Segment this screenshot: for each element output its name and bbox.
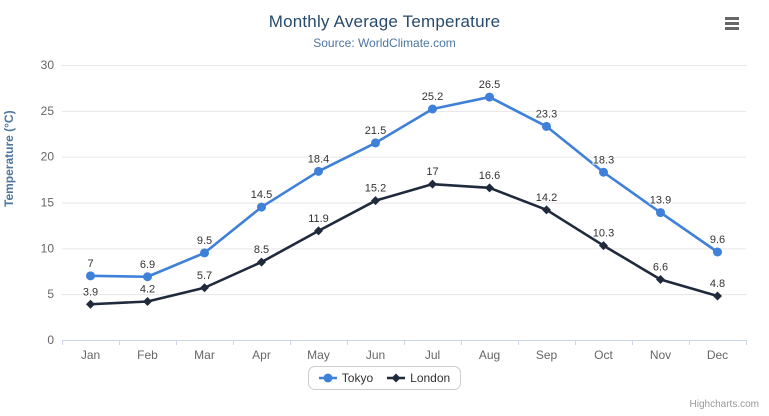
hamburger-menu-icon[interactable] bbox=[723, 13, 743, 33]
data-label: 16.6 bbox=[479, 170, 500, 182]
data-label: 6.9 bbox=[140, 259, 155, 271]
data-label: 23.3 bbox=[536, 108, 557, 120]
data-point-london[interactable] bbox=[428, 179, 437, 189]
data-label: 4.8 bbox=[710, 278, 725, 290]
data-point-tokyo[interactable] bbox=[485, 92, 494, 102]
data-label: 18.3 bbox=[593, 154, 614, 166]
x-axis-label: Oct bbox=[594, 348, 613, 362]
data-label: 11.9 bbox=[308, 213, 329, 225]
x-axis-label: Apr bbox=[252, 348, 271, 362]
data-label: 6.6 bbox=[653, 262, 668, 274]
legend-marker-diamond-icon bbox=[387, 373, 406, 383]
data-point-london[interactable] bbox=[200, 283, 209, 293]
x-axis-label: Jan bbox=[81, 348, 100, 362]
data-label: 21.5 bbox=[365, 125, 386, 137]
data-point-tokyo[interactable] bbox=[542, 121, 551, 131]
x-axis-label: May bbox=[307, 348, 330, 362]
x-axis-label: Jun bbox=[366, 348, 385, 362]
data-point-tokyo[interactable] bbox=[428, 104, 437, 114]
data-label: 18.4 bbox=[308, 153, 329, 165]
data-label: 15.2 bbox=[365, 183, 386, 195]
data-point-tokyo[interactable] bbox=[314, 166, 323, 176]
y-axis-label: 0 bbox=[47, 333, 54, 347]
legend-marker-circle-icon bbox=[318, 373, 337, 383]
data-label: 5.7 bbox=[197, 270, 212, 282]
data-point-london[interactable] bbox=[485, 183, 494, 193]
menu-bar bbox=[725, 16, 739, 20]
y-axis-label: 5 bbox=[47, 287, 54, 301]
data-point-tokyo[interactable] bbox=[656, 208, 665, 218]
series-line-tokyo[interactable] bbox=[89, 95, 719, 279]
data-point-london[interactable] bbox=[599, 241, 608, 251]
legend-box: Tokyo London bbox=[307, 366, 462, 390]
legend-label: London bbox=[410, 371, 451, 385]
data-label: 3.9 bbox=[83, 286, 98, 298]
y-axis-label: 15 bbox=[41, 196, 55, 210]
data-point-london[interactable] bbox=[314, 226, 323, 236]
legend-item-tokyo[interactable]: Tokyo bbox=[318, 371, 374, 385]
credits-link[interactable]: Highcharts.com bbox=[689, 399, 759, 410]
x-axis-label: Mar bbox=[194, 348, 215, 362]
x-axis-label: Jul bbox=[425, 348, 440, 362]
legend-item-london[interactable]: London bbox=[387, 371, 450, 385]
data-point-london[interactable] bbox=[371, 196, 380, 206]
x-axis-label: Nov bbox=[650, 348, 671, 362]
y-axis-label: 30 bbox=[41, 58, 55, 72]
data-label: 25.2 bbox=[422, 91, 443, 103]
chart-subtitle: Source: WorldClimate.com bbox=[313, 36, 456, 50]
data-label: 13.9 bbox=[650, 195, 671, 207]
data-point-tokyo[interactable] bbox=[371, 138, 380, 148]
data-point-london[interactable] bbox=[542, 205, 551, 215]
chart-title: Monthly Average Temperature bbox=[268, 12, 501, 31]
data-point-london[interactable] bbox=[713, 291, 722, 301]
y-axis-label: 20 bbox=[41, 150, 55, 164]
menu-bar bbox=[725, 26, 739, 30]
data-point-tokyo[interactable] bbox=[599, 167, 608, 177]
data-point-tokyo[interactable] bbox=[200, 248, 209, 258]
x-axis-label: Feb bbox=[137, 348, 158, 362]
data-label: 8.5 bbox=[254, 244, 269, 256]
x-axis-label: Aug bbox=[479, 348, 500, 362]
data-label: 4.2 bbox=[140, 284, 155, 296]
x-axis-label: Sep bbox=[536, 348, 558, 362]
data-label: 17 bbox=[426, 166, 438, 178]
y-axis-label: 10 bbox=[41, 241, 55, 255]
data-point-tokyo[interactable] bbox=[713, 247, 722, 257]
data-point-tokyo[interactable] bbox=[257, 202, 266, 212]
menu-bar bbox=[725, 21, 739, 25]
data-point-tokyo[interactable] bbox=[143, 272, 152, 282]
series-line-london[interactable] bbox=[89, 182, 719, 306]
data-label: 10.3 bbox=[593, 228, 614, 240]
data-point-london[interactable] bbox=[143, 297, 152, 306]
data-label: 14.5 bbox=[251, 189, 272, 201]
data-label: 7 bbox=[87, 258, 93, 270]
x-axis-label: Dec bbox=[707, 348, 728, 362]
y-axis-label: 25 bbox=[41, 104, 55, 118]
legend: Tokyo London bbox=[0, 366, 769, 390]
data-label: 26.5 bbox=[479, 79, 500, 91]
data-label: 9.5 bbox=[197, 235, 212, 247]
data-point-london[interactable] bbox=[86, 299, 95, 309]
data-label: 14.2 bbox=[536, 192, 557, 204]
data-point-london[interactable] bbox=[656, 275, 665, 284]
data-point-tokyo[interactable] bbox=[86, 271, 95, 281]
legend-label: Tokyo bbox=[341, 371, 374, 385]
data-point-london[interactable] bbox=[257, 257, 266, 267]
data-label: 9.6 bbox=[710, 234, 725, 246]
